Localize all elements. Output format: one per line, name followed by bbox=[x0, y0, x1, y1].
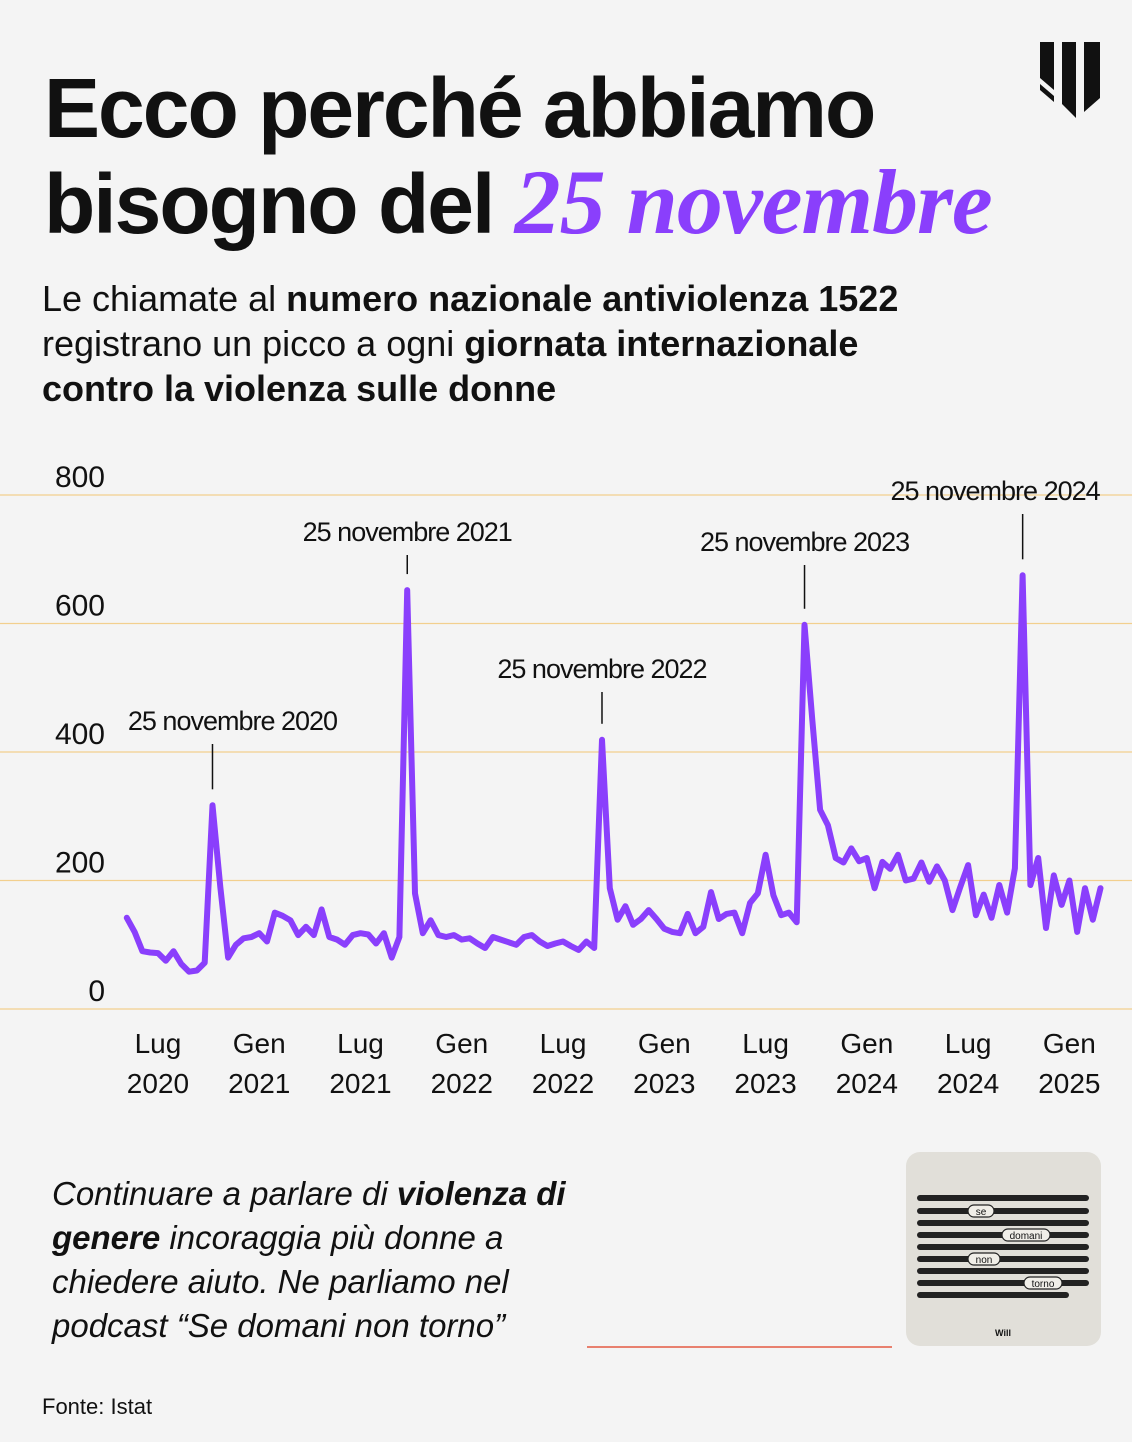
podcast-cover[interactable]: se domani non torno Will bbox=[906, 1152, 1101, 1346]
y-tick-label: 200 bbox=[55, 847, 105, 880]
logo bbox=[1040, 42, 1100, 118]
footer-part: incoraggia più donne a chiedere aiuto. N… bbox=[52, 1219, 509, 1344]
title-highlight: 25 novembre bbox=[514, 151, 993, 253]
y-tick-label: 600 bbox=[55, 590, 105, 623]
x-tick-label: Gen 2024 bbox=[835, 1028, 898, 1099]
x-tick-label: Lug 2021 bbox=[329, 1028, 392, 1099]
annotation: 25 novembre 2020 bbox=[128, 706, 337, 736]
y-tick-label: 0 bbox=[88, 975, 105, 1008]
x-tick-label: Lug 2024 bbox=[936, 1028, 1000, 1099]
subtitle-bold: giornata internazionale bbox=[464, 323, 859, 364]
x-tick-label: Lug 2023 bbox=[734, 1028, 797, 1099]
footer-text: Continuare a parlare di violenza di gene… bbox=[52, 1172, 622, 1348]
chart: 0 200 400 600 800 25 novembre 2020 25 novembre… bbox=[0, 461, 1132, 1010]
y-tick-label: 800 bbox=[55, 461, 105, 494]
annotation: 25 novembre 2024 bbox=[890, 476, 1100, 506]
annotation: 25 novembre 2023 bbox=[700, 527, 909, 557]
footer-part: Continuare a parlare di bbox=[52, 1175, 388, 1212]
x-tick-label: Gen 2025 bbox=[1038, 1028, 1101, 1099]
subtitle: Le chiamate al numero nazionale antiviol… bbox=[42, 276, 1102, 411]
annotation: 25 novembre 2022 bbox=[497, 654, 706, 684]
cover-word: non bbox=[976, 1255, 993, 1266]
title-line: bisogno del 25 novembre bbox=[44, 156, 993, 251]
line bbox=[123, 572, 1104, 975]
subtitle-bold: contro la violenza sulle donne bbox=[42, 368, 557, 409]
x-tick-label: Gen 2021 bbox=[228, 1028, 291, 1099]
cover-word: domani bbox=[1010, 1231, 1043, 1242]
x-tick-label: Lug 2022 bbox=[531, 1028, 595, 1099]
footer-bold: violenza di genere bbox=[52, 1175, 566, 1256]
subtitle-text: Le chiamate al bbox=[42, 278, 277, 319]
title-line: Ecco perché abbiamo bbox=[44, 61, 876, 155]
x-tick-label: Gen 2022 bbox=[430, 1028, 493, 1099]
subtitle-text: registrano un picco a ogni bbox=[42, 323, 455, 364]
subtitle-bold: numero nazionale antiviolenza 1522 bbox=[286, 278, 899, 319]
cover-brand: Will bbox=[995, 1328, 1011, 1338]
underline bbox=[587, 1346, 892, 1348]
cover-word: torno bbox=[1032, 1279, 1055, 1290]
y-tick-label: 400 bbox=[55, 718, 105, 751]
title-text: bisogno del bbox=[44, 157, 495, 251]
annotation: 25 novembre 2021 bbox=[303, 517, 512, 547]
source: Fonte: Istat bbox=[42, 1394, 153, 1419]
x-tick-label: Lug 2020 bbox=[126, 1028, 190, 1099]
cover-word: se bbox=[976, 1207, 987, 1218]
x-tick-label: Gen 2023 bbox=[633, 1028, 696, 1099]
